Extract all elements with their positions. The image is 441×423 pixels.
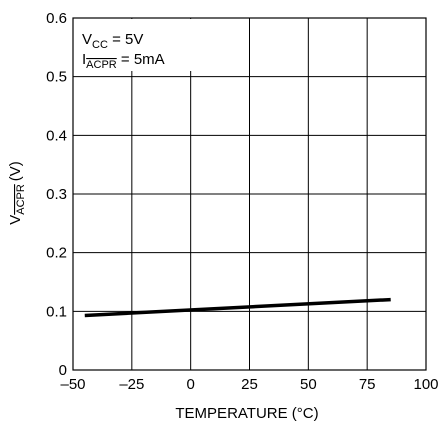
x-tick-label: –25 xyxy=(119,376,144,393)
y-tick-label: 0.2 xyxy=(46,245,67,262)
x-tick-label: 100 xyxy=(413,376,438,393)
x-tick-label: –50 xyxy=(60,376,85,393)
annotation-iacpr: IACPR = 5mA xyxy=(82,51,165,71)
series-line xyxy=(84,297,391,318)
x-tick-label: 25 xyxy=(241,376,258,393)
y-tick-label: 0.6 xyxy=(46,10,67,27)
x-axis-title: TEMPERATURE (°C) xyxy=(175,405,318,422)
annotation-box xyxy=(74,19,192,71)
series-layer xyxy=(84,297,391,318)
x-tick-labels: –50 –25 0 25 50 75 100 xyxy=(60,376,438,393)
grid xyxy=(72,17,427,371)
plot-frame xyxy=(72,17,427,371)
y-tick-label: 0.1 xyxy=(46,303,67,320)
x-tick-label: 75 xyxy=(359,376,376,393)
y-tick-label: 0 xyxy=(59,362,67,379)
y-tick-label: 0.4 xyxy=(46,127,67,144)
y-axis-title: VACPR(V) xyxy=(7,161,27,225)
x-tick-label: 50 xyxy=(300,376,317,393)
y-tick-labels: 0 0.1 0.2 0.3 0.4 0.5 0.6 xyxy=(46,10,67,379)
y-tick-label: 0.3 xyxy=(46,186,67,203)
y-tick-label: 0.5 xyxy=(46,69,67,86)
x-tick-label: 0 xyxy=(186,376,194,393)
annotation-vcc: VCC = 5V xyxy=(82,31,143,51)
